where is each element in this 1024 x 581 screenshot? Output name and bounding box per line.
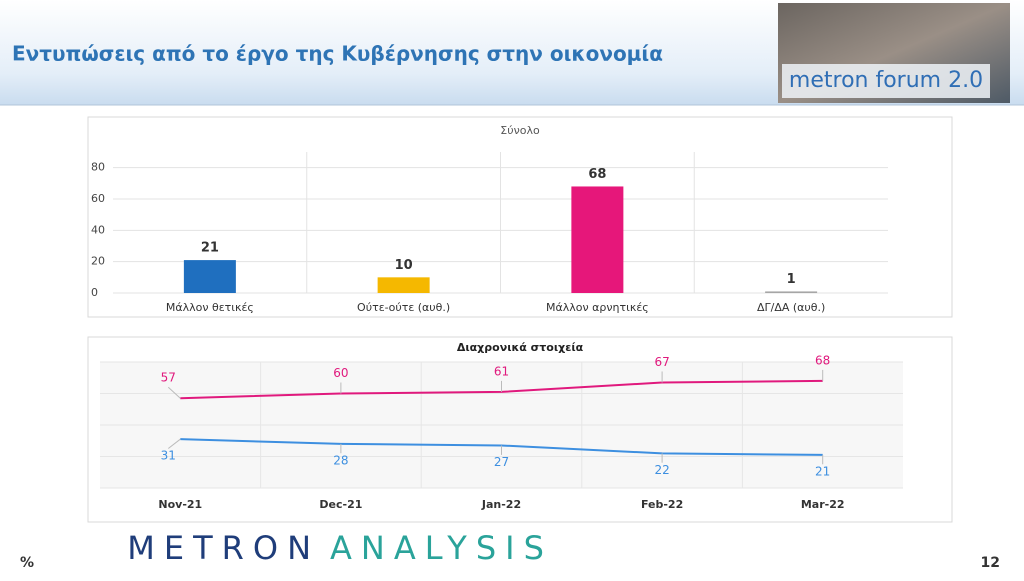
value-label: 60 [333, 366, 348, 380]
chart-title: Διαχρονικά στοιχεία [457, 341, 584, 354]
page-number: 12 [981, 555, 1000, 571]
bar [571, 186, 624, 293]
bar [183, 260, 236, 293]
x-tick-label: Ούτε-ούτε (αυθ.) [357, 301, 450, 314]
value-label: 21 [815, 464, 830, 478]
x-tick-label: Mar-22 [801, 498, 845, 511]
y-tick-label: 0 [91, 286, 98, 299]
x-tick-label: ΔΓ/ΔΑ (αυθ.) [757, 301, 825, 314]
value-label: 68 [815, 353, 830, 367]
value-label: 28 [333, 453, 348, 467]
value-label: 67 [654, 355, 669, 369]
x-tick-label: Nov-21 [158, 498, 202, 511]
chart-title: Σύνολο [500, 124, 540, 137]
value-label: 21 [201, 241, 219, 256]
value-label: 57 [161, 371, 176, 385]
y-tick-label: 80 [91, 161, 105, 174]
value-label: 68 [588, 167, 606, 182]
y-tick-label: 40 [91, 223, 105, 236]
x-tick-label: Μάλλον θετικές [166, 301, 254, 314]
x-tick-label: Dec-21 [319, 498, 362, 511]
x-tick-label: Feb-22 [641, 498, 683, 511]
value-label: 31 [161, 449, 176, 463]
value-label: 22 [654, 463, 669, 477]
unit-label: % [20, 555, 34, 571]
y-tick-label: 60 [91, 192, 105, 205]
plot-grid [100, 361, 903, 489]
leader-line [167, 438, 181, 449]
y-tick-label: 20 [91, 255, 105, 268]
logo-plate [782, 64, 990, 98]
slide-title: Εντυπώσεις από το έργο της Κυβέρνησης στ… [12, 42, 663, 66]
bar [765, 291, 818, 293]
brand-right: ANALYSIS [330, 529, 553, 567]
x-tick-label: Jan-22 [481, 498, 521, 511]
logo-text: metron forum 2.0 [789, 68, 983, 93]
value-label: 10 [395, 258, 413, 273]
bar [377, 277, 430, 293]
brand-left: METRON [127, 529, 320, 567]
leader-line [167, 386, 181, 399]
value-label: 61 [494, 364, 509, 378]
value-label: 1 [787, 272, 796, 287]
value-label: 27 [494, 455, 509, 469]
x-tick-label: Μάλλον αρνητικές [546, 301, 649, 314]
